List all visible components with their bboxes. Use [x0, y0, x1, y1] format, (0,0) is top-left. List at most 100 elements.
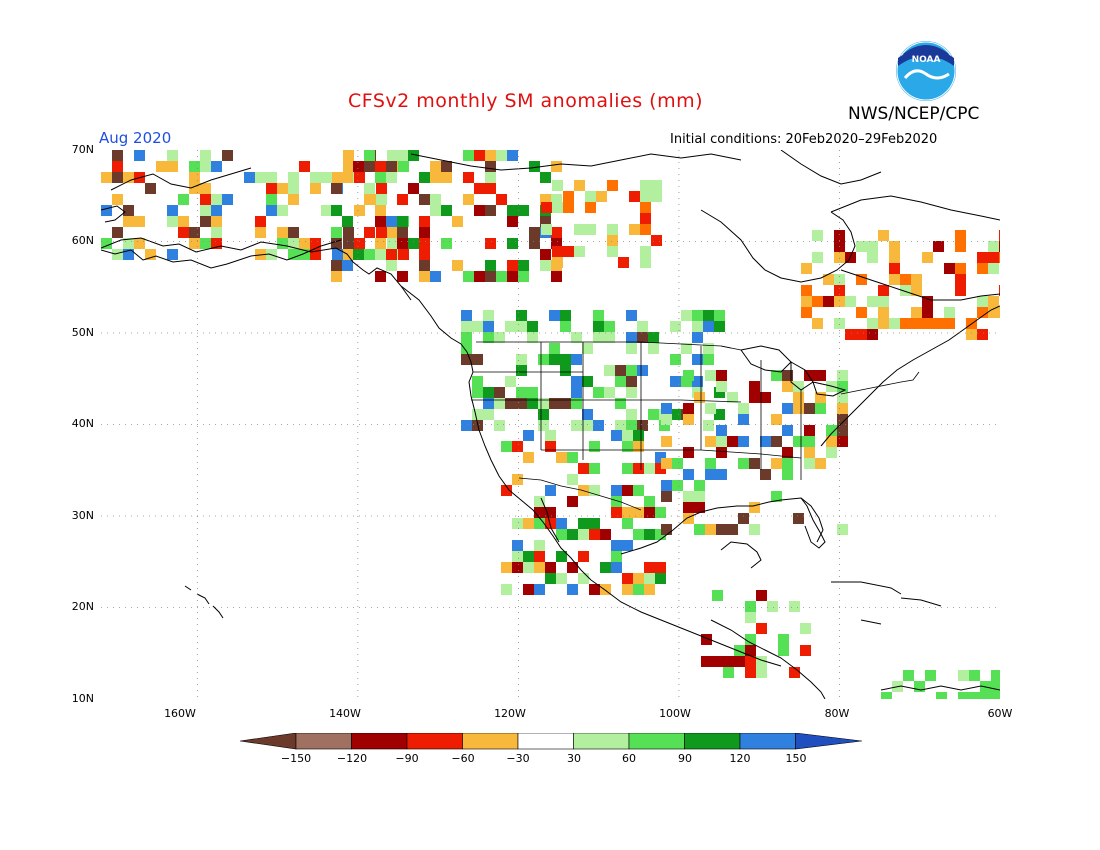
- anomaly-cell: [485, 183, 496, 194]
- anomaly-cell: [507, 238, 518, 249]
- anomaly-cell: [463, 194, 474, 205]
- anomaly-cell: [461, 310, 472, 321]
- anomaly-cell: [342, 260, 353, 271]
- anomaly-cell: [936, 692, 947, 699]
- anomaly-cell: [529, 238, 540, 249]
- anomaly-cell: [637, 420, 648, 431]
- anomaly-cell: [571, 398, 582, 409]
- anomaly-cell: [782, 403, 793, 414]
- anomaly-cell: [644, 562, 655, 573]
- anomaly-cell: [705, 370, 716, 381]
- anomaly-cell: [551, 194, 562, 205]
- anomaly-cell: [571, 387, 582, 398]
- anomaly-cell: [582, 376, 593, 387]
- anomaly-cell: [496, 194, 507, 205]
- anomaly-cell: [800, 623, 811, 634]
- anomaly-cell: [966, 329, 977, 340]
- anomaly-cell: [386, 249, 397, 260]
- anomaly-cell: [534, 562, 545, 573]
- colorbar-label-2: −90: [395, 752, 419, 765]
- anomaly-cell: [889, 241, 900, 252]
- anomaly-cell: [538, 398, 549, 409]
- anomaly-cell: [419, 238, 430, 249]
- anomaly-cell: [545, 573, 556, 584]
- anomaly-cell: [574, 224, 585, 235]
- anomaly-cell: [600, 562, 611, 573]
- anomaly-cell: [734, 656, 745, 667]
- anomaly-cell: [661, 414, 672, 425]
- anomaly-cell: [534, 540, 545, 551]
- anomaly-cell: [804, 403, 815, 414]
- anomaly-cell: [804, 458, 815, 469]
- anomaly-cell: [856, 307, 867, 318]
- anomaly-cell: [516, 365, 527, 376]
- anomaly-cell: [277, 205, 288, 216]
- anomaly-cell: [692, 354, 703, 365]
- anomaly-cell: [310, 183, 321, 194]
- anomaly-cell: [767, 601, 778, 612]
- anomaly-cell: [485, 205, 496, 216]
- anomaly-cell: [837, 392, 848, 403]
- anomaly-cell: [474, 150, 485, 161]
- anomaly-cell: [988, 296, 999, 307]
- colorbar-label-9: 150: [785, 752, 807, 765]
- colorbar-segment-4: [462, 733, 519, 750]
- anomaly-cell: [461, 321, 472, 332]
- anomaly-cell: [999, 230, 1000, 241]
- anomaly-cell: [507, 271, 518, 282]
- anomaly-cell: [527, 321, 538, 332]
- anomaly-cell: [364, 249, 375, 260]
- anomaly-cell: [540, 172, 551, 183]
- anomaly-cell: [969, 670, 980, 681]
- anomaly-cell: [589, 485, 600, 496]
- anomaly-cell: [342, 172, 353, 183]
- anomaly-cell: [633, 573, 644, 584]
- anomaly-cell: [463, 172, 474, 183]
- anomaly-cell: [622, 540, 633, 551]
- anomaly-cell: [977, 263, 988, 274]
- anomaly-cell: [483, 398, 494, 409]
- anomaly-cell: [670, 321, 681, 332]
- anomaly-cell: [551, 238, 562, 249]
- anomaly-cell: [354, 238, 365, 249]
- anomaly-cell: [483, 321, 494, 332]
- colorbar-segment-wet-extreme: [795, 733, 862, 750]
- anomaly-cell: [683, 513, 694, 524]
- anomaly-cell: [545, 562, 556, 573]
- anomaly-cell: [611, 430, 622, 441]
- anomaly-cell: [419, 194, 430, 205]
- anomaly-cell: [782, 458, 793, 469]
- anomaly-cell: [189, 161, 200, 172]
- anomaly-cell: [837, 425, 848, 436]
- anomaly-cell: [288, 194, 299, 205]
- anomaly-cell: [661, 480, 672, 491]
- anomaly-cell: [988, 241, 999, 252]
- anomaly-cell: [534, 507, 545, 518]
- map-title: CFSv2 monthly SM anomalies (mm): [348, 90, 704, 112]
- anomaly-cell: [801, 285, 812, 296]
- anomaly-cell: [343, 227, 354, 238]
- anomaly-cell: [266, 205, 277, 216]
- anomaly-cell: [397, 216, 408, 227]
- anomaly-cell: [353, 249, 364, 260]
- colorbar-label-0: −150: [280, 752, 312, 765]
- anomaly-cell: [156, 161, 167, 172]
- anomaly-cell: [112, 194, 123, 205]
- anomaly-cell: [815, 403, 826, 414]
- anomaly-cell: [364, 183, 375, 194]
- anomaly-cell: [914, 681, 925, 692]
- anomaly-cell: [958, 692, 969, 699]
- anomaly-cell: [189, 238, 200, 249]
- anomaly-cell: [408, 150, 419, 161]
- anomaly-cell: [703, 310, 714, 321]
- anomaly-cell: [376, 183, 387, 194]
- anomaly-cell: [200, 205, 211, 216]
- colorbar-label-4: −30: [506, 752, 530, 765]
- initial-conditions: Initial conditions: 20Feb2020–29Feb2020: [670, 132, 938, 147]
- anomaly-cell: [611, 507, 622, 518]
- anomaly-cell: [485, 150, 496, 161]
- anomaly-cell: [342, 216, 353, 227]
- anomaly-cell: [534, 551, 545, 562]
- anomaly-cell: [494, 420, 505, 431]
- lat-label-30n: 30N: [71, 509, 94, 522]
